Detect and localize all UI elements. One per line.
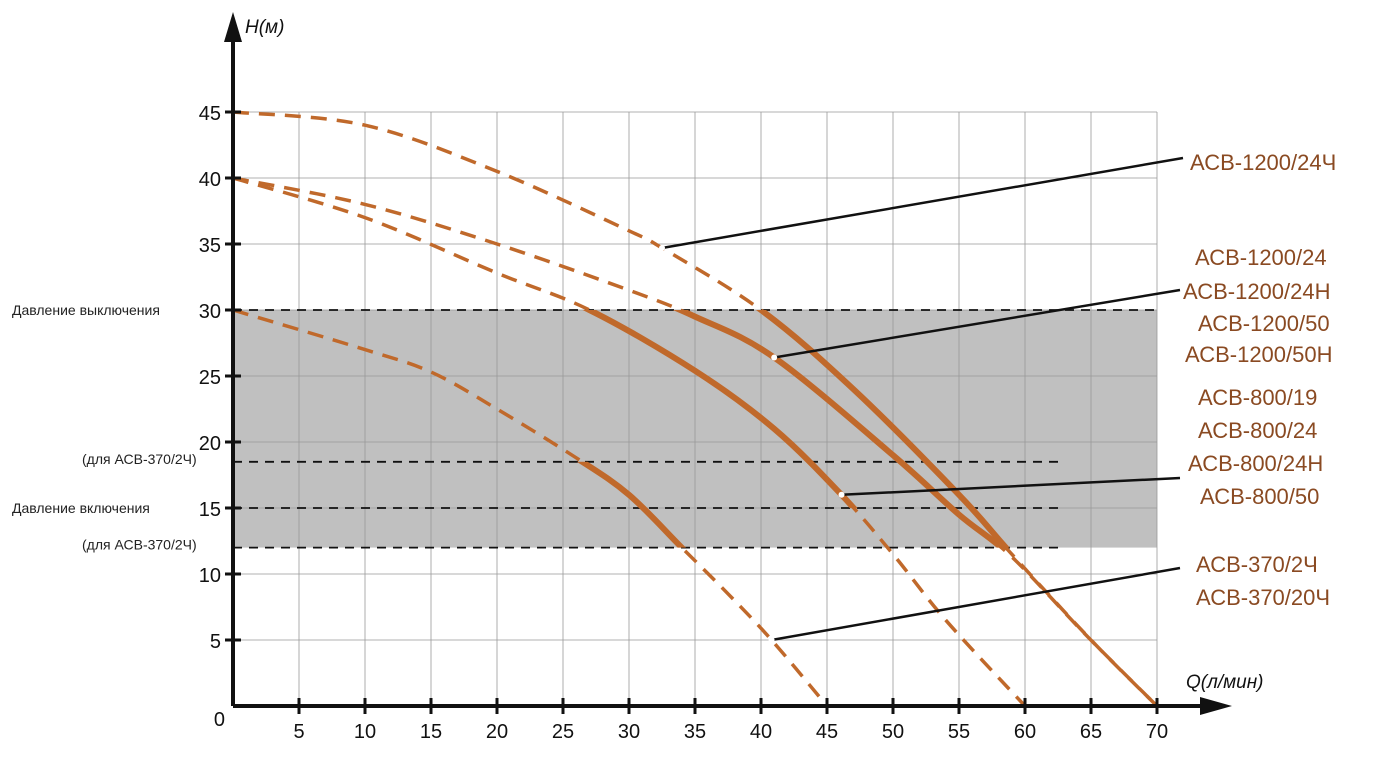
x-tick-label: 25	[552, 721, 574, 743]
curve-marker	[771, 354, 778, 361]
leader-line	[841, 476, 1181, 497]
x-axis-arrow	[1200, 697, 1232, 715]
x-axis-label: Q(л/мин)	[1186, 672, 1263, 693]
x-tick-label: 70	[1146, 721, 1168, 743]
reference-line-label: (для АСВ-370/2Ч)	[82, 537, 197, 553]
origin-label: 0	[214, 709, 225, 731]
series-label: АСВ-370/20Ч	[1196, 585, 1330, 610]
y-tick-label: 25	[199, 367, 221, 389]
curve-marker	[659, 244, 665, 251]
series-label: АСВ-1200/24Н	[1183, 279, 1331, 304]
x-tick-label: 10	[354, 721, 376, 743]
y-axis-label: H(м)	[245, 17, 284, 38]
x-tick-label: 35	[684, 721, 706, 743]
y-tick-label: 10	[199, 565, 221, 587]
y-tick-label: 20	[199, 433, 221, 455]
x-tick-label: 20	[486, 721, 508, 743]
series-label: АСВ-800/50	[1200, 484, 1319, 509]
reference-line-label: Давление выключения	[12, 302, 160, 318]
x-tick-label: 15	[420, 721, 442, 743]
series-label: АСВ-1200/50	[1198, 311, 1330, 336]
x-tick-label: 40	[750, 721, 772, 743]
x-tick-label: 30	[618, 721, 640, 743]
y-axis-arrow	[224, 12, 242, 42]
curve-marker	[838, 491, 845, 498]
x-tick-label: 60	[1014, 721, 1036, 743]
y-tick-label: 30	[199, 301, 221, 323]
y-tick-label: 35	[199, 235, 221, 257]
y-tick-label: 15	[199, 499, 221, 521]
x-tick-label: 65	[1080, 721, 1102, 743]
leader-line	[773, 288, 1181, 359]
series-label: АСВ-800/24Н	[1188, 451, 1323, 476]
leader-line	[771, 566, 1181, 642]
x-tick-label: 50	[882, 721, 904, 743]
series-label: АСВ-370/2Ч	[1196, 552, 1318, 577]
pump-curve-solid	[582, 310, 858, 508]
series-label: АСВ-1200/24	[1195, 245, 1327, 270]
series-label: АСВ-800/19	[1198, 385, 1317, 410]
series-label: АСВ-800/24	[1198, 418, 1317, 443]
x-tick-label: 45	[816, 721, 838, 743]
curve-marker	[768, 637, 775, 643]
series-label: АСВ-1200/24Ч	[1190, 150, 1336, 175]
series-label: АСВ-1200/50Н	[1185, 342, 1333, 367]
pump-curve-solid	[576, 461, 687, 548]
leader-line	[661, 156, 1184, 250]
x-tick-label: 55	[948, 721, 970, 743]
reference-line-label: Давление включения	[12, 500, 150, 516]
y-tick-label: 5	[210, 631, 221, 653]
y-tick-label: 40	[199, 169, 221, 191]
reference-line-label: (для АСВ-370/2Ч)	[82, 451, 197, 467]
x-tick-label: 5	[293, 721, 304, 743]
pump-curve-dashed	[232, 110, 1159, 708]
y-tick-label: 45	[199, 103, 221, 125]
